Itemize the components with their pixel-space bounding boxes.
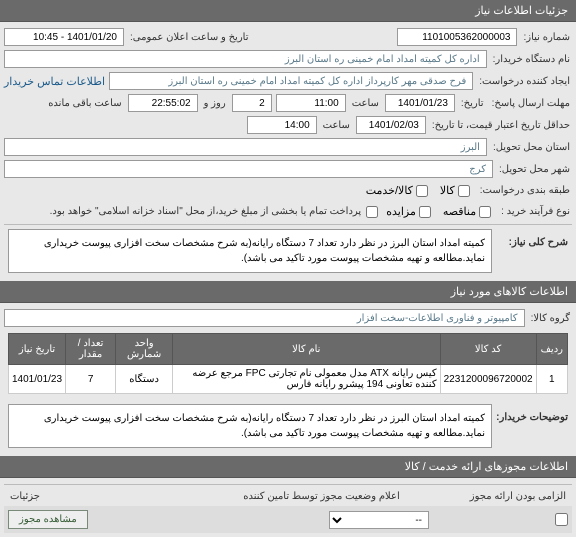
buyer-notes-label: توضیحات خریدار: [494,412,570,423]
deadline-time-field: 11:00 [276,94,346,112]
goods-checkbox-wrap[interactable]: کالا [440,184,470,197]
city-label: شهر محل تحویل: [497,164,572,175]
buyer-org-label: نام دستگاه خریدار: [491,54,572,65]
remaining-days-field: 2 [232,94,272,112]
col-code: کد کالا [440,334,536,365]
goods-group-label: گروه کالا: [529,313,572,324]
col-date: تاریخ نیاز [9,334,66,365]
auction-checkbox[interactable] [419,206,431,218]
permit-status-label: اعلام وضعیت مجوز توسط تامین کننده [241,491,402,502]
col-name: نام کالا [173,334,441,365]
need-number-field: 1101005362000003 [397,28,517,46]
province-label: استان محل تحویل: [491,142,572,153]
announce-label: تاریخ و ساعت اعلان عمومی: [128,32,251,43]
view-permit-button[interactable]: مشاهده مجوز [8,510,88,529]
goods-chk-label: کالا [440,184,455,197]
need-desc-box: کمیته امداد استان البرز در نظر دارد تعدا… [8,229,492,273]
date-label-1: تاریخ: [459,98,486,109]
services-checkbox[interactable] [416,185,428,197]
cell-unit: دستگاه [116,365,173,394]
buyer-org-field: اداره کل کمیته امداد امام خمینی ره استان… [4,50,487,68]
creator-label: ایجاد کننده درخواست: [477,76,572,87]
payment-note-label: پرداخت تمام یا بخشی از مبلغ خرید،از محل … [48,206,364,217]
goods-group-field: کامپیوتر و فناوری اطلاعات-سخت افزار [4,309,525,327]
time-label-2: ساعت [321,120,352,131]
auction-chk-label: مزایده [386,205,416,218]
province-field: البرز [4,138,487,156]
permits-header: اطلاعات مجوزهای ارائه خدمت / کالا [0,456,576,478]
col-unit: واحد شمارش [116,334,173,365]
need-number-label: شماره نیاز: [521,32,572,43]
details-header: جزئیات اطلاعات نیاز [0,0,576,22]
payment-note-wrap[interactable]: پرداخت تمام یا بخشی از مبلغ خرید،از محل … [48,206,379,218]
tender-checkbox[interactable] [479,206,491,218]
payment-type-label: نوع فرآیند خرید : [499,206,572,217]
goods-table: ردیف کد کالا نام کالا واحد شمارش تعداد /… [8,333,568,394]
city-field: کرج [4,160,493,178]
services-checkbox-wrap[interactable]: کالا/خدمت [366,184,428,197]
services-chk-label: کالا/خدمت [366,184,413,197]
cell-name: کیس رایانه ATX مدل معمولی نام تجارتی FPC… [173,365,441,394]
tender-chk-label: مناقصه [443,205,476,218]
payment-note-checkbox[interactable] [366,206,378,218]
cell-qty: 7 [66,365,116,394]
remaining-time-field: 22:55:02 [128,94,198,112]
goods-checkbox[interactable] [458,185,470,197]
table-row: 1 2231200096720002 کیس رایانه ATX مدل مع… [9,365,568,394]
validity-date-field: 1401/02/03 [356,116,426,134]
cell-date: 1401/01/23 [9,365,66,394]
deadline-date-field: 1401/01/23 [385,94,455,112]
creator-field: فرح صدقی مهر کارپرداز اداره کل کمیته امد… [109,72,473,90]
mandatory-checkbox[interactable] [555,513,568,526]
details-label-bottom: جزئیات [8,491,42,502]
cell-code: 2231200096720002 [440,365,536,394]
category-label: طبقه بندی درخواست: [478,185,572,196]
goods-info-header: اطلاعات کالاهای مورد نیاز [0,281,576,303]
deadline-label: مهلت ارسال پاسخ: [490,98,572,109]
col-idx: ردیف [536,334,567,365]
time-label-1: ساعت [350,98,381,109]
form-area: شماره نیاز: 1101005362000003 تاریخ و ساع… [0,22,576,281]
buyer-notes-box: کمیته امداد استان البرز در نظر دارد تعدا… [8,404,492,448]
auction-checkbox-wrap[interactable]: مزایده [386,205,431,218]
validity-label: حداقل تاریخ اعتبار قیمت، تا تاریخ: [430,120,572,131]
mandatory-permit-label: الزامی بودن ارائه مجوز [468,491,568,502]
cell-idx: 1 [536,365,567,394]
col-qty: تعداد / مقدار [66,334,116,365]
permit-status-select[interactable]: -- [329,511,429,529]
validity-time-field: 14:00 [247,116,317,134]
announce-field: 1401/01/20 - 10:45 [4,28,124,46]
contact-link[interactable]: اطلاعات تماس خریدار [4,75,105,88]
tender-checkbox-wrap[interactable]: مناقصه [443,205,491,218]
remaining-label: ساعت باقی مانده [46,98,123,109]
need-desc-label: شرح کلی نیاز: [507,237,570,248]
day-and-label: روز و [202,98,228,109]
